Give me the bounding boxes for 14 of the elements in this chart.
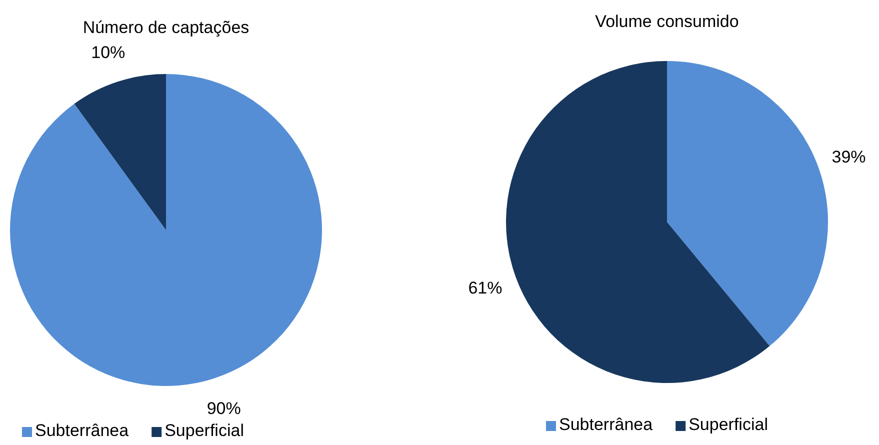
pie-slice <box>506 61 770 383</box>
legend-label: Subterrânea <box>559 415 654 434</box>
data-label: 61% <box>468 278 502 298</box>
legend-label: Subterrânea <box>35 421 130 440</box>
pie-slice <box>667 61 828 346</box>
data-label: 10% <box>91 42 126 62</box>
data-label: 39% <box>832 148 866 167</box>
chart-title: Número de captações <box>82 18 250 37</box>
pie-slice <box>74 74 166 230</box>
pie-slice <box>10 74 322 386</box>
chart-title: Volume consumido <box>595 12 739 31</box>
data-label: 90% <box>206 398 241 418</box>
legend-label: Superficial <box>688 415 768 434</box>
legend-label: Superficial <box>164 421 244 440</box>
